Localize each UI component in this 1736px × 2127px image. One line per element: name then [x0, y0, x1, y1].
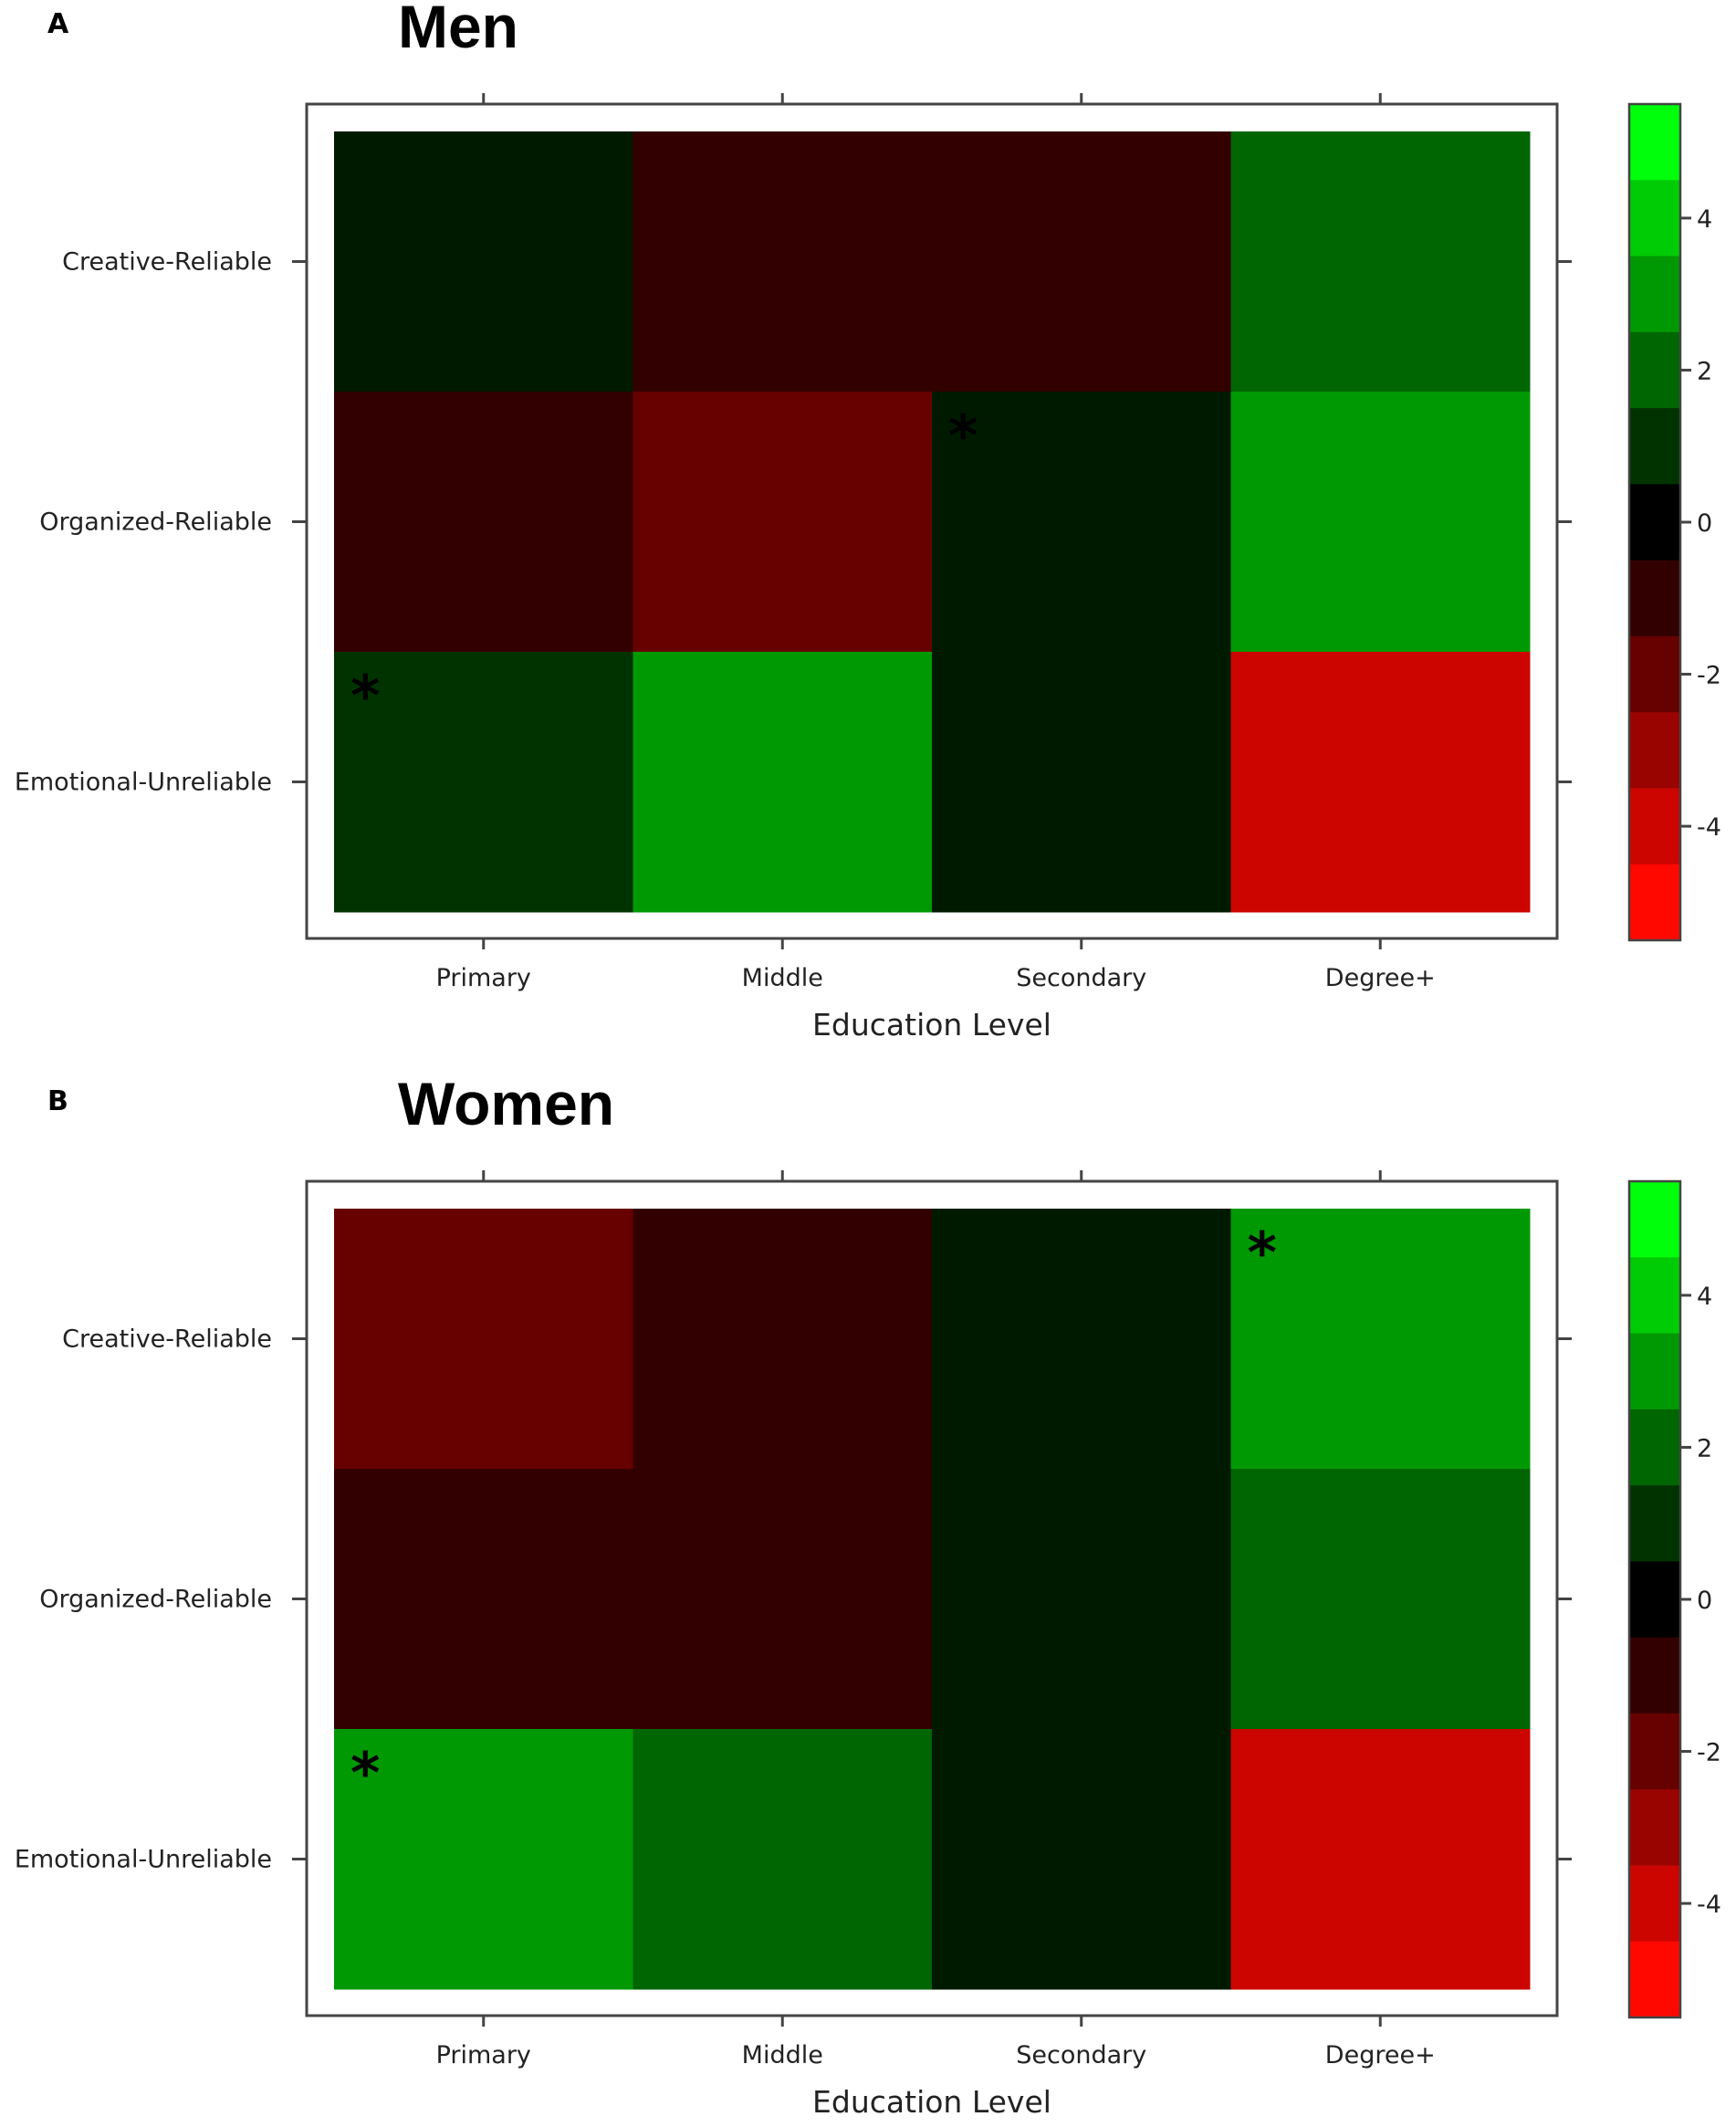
colorbar-bin	[1629, 1409, 1680, 1486]
x-tick-label: Primary	[436, 964, 531, 992]
heatmap-cell	[932, 131, 1231, 393]
x-tick-label: Secondary	[1016, 2041, 1146, 2069]
heatmap-cell	[1230, 392, 1531, 653]
heatmap-panel-b: B Women * * Primary Middle Secondary Degree+ Cre…	[15, 1070, 1721, 2120]
heatmap-cell	[932, 652, 1231, 913]
colorbar-bin	[1629, 104, 1680, 181]
y-tick-label: Creative-Reliable	[62, 1325, 272, 1354]
y-tick-label: Emotional-Unreliable	[15, 1846, 272, 1874]
colorbar-tick-label: 2	[1697, 1434, 1712, 1462]
colorbar-tick-label: -4	[1697, 1891, 1721, 1919]
colorbar-bin	[1629, 1561, 1680, 1639]
colorbar-bin	[1629, 1789, 1680, 1866]
colorbar-bin	[1629, 788, 1680, 865]
colorbar-bin	[1629, 331, 1680, 409]
x-axis-label: Education Level	[812, 2084, 1051, 2120]
colorbar-tick-label: -2	[1697, 1739, 1721, 1767]
colorbar-bin	[1629, 1713, 1680, 1790]
heatmap-cell	[1230, 1469, 1531, 1730]
colorbar-bin	[1629, 408, 1680, 485]
colorbar-bin	[1629, 1181, 1680, 1258]
heatmap-cell	[334, 652, 633, 913]
heatmap-cell	[932, 1209, 1231, 1470]
colorbar-tick-label: -4	[1697, 813, 1721, 842]
x-tick-label: Degree+	[1325, 2041, 1436, 2069]
heatmap-panel-a: A Men * * Primary Middle Secondary Degree+ Creat…	[15, 0, 1721, 1043]
colorbar-tick-label: 2	[1697, 357, 1712, 385]
colorbar-bin	[1629, 1333, 1680, 1410]
heatmap-cell	[334, 1729, 633, 1990]
heatmap-cell	[633, 131, 933, 393]
colorbar-bin	[1629, 1865, 1680, 1943]
colorbar-bin	[1629, 635, 1680, 713]
heatmap-cell	[932, 1469, 1231, 1730]
significance-marker: *	[1248, 1220, 1277, 1286]
colorbar-bin	[1629, 1257, 1680, 1335]
heatmap-cell	[633, 652, 933, 913]
colorbar-tick-label: 4	[1697, 205, 1712, 234]
x-tick-label: Degree+	[1325, 964, 1436, 992]
colorbar-tick-label: 0	[1697, 509, 1712, 538]
y-tick-label: Emotional-Unreliable	[15, 769, 272, 797]
y-tick-label: Organized-Reliable	[39, 508, 272, 537]
heatmap-cell	[1230, 1209, 1531, 1470]
colorbar-bin	[1629, 712, 1680, 789]
heatmap-cell	[633, 1469, 933, 1730]
x-tick-label: Middle	[742, 964, 823, 992]
y-tick-label: Creative-Reliable	[62, 248, 272, 277]
colorbar-tick-label: 0	[1697, 1587, 1712, 1615]
panel-title: Men	[398, 0, 518, 60]
heatmap-cell	[334, 1469, 633, 1730]
colorbar-bin	[1629, 1485, 1680, 1562]
heatmap-cell	[1230, 1729, 1531, 1990]
x-axis-label: Education Level	[812, 1007, 1051, 1043]
x-tick-label: Middle	[742, 2041, 823, 2069]
heatmap-cell	[932, 392, 1231, 653]
colorbar-tick-label: -2	[1697, 662, 1721, 690]
heatmap-cell	[932, 1729, 1231, 1990]
y-tick-label: Organized-Reliable	[39, 1586, 272, 1614]
heatmap-cell	[633, 1209, 933, 1470]
heatmap-cell	[334, 392, 633, 653]
colorbar-bin	[1629, 484, 1680, 561]
heatmap-cell	[1230, 652, 1531, 913]
colorbar-bin	[1629, 560, 1680, 637]
significance-marker: *	[948, 403, 978, 469]
significance-marker: *	[350, 1740, 380, 1807]
heatmap-cell	[1230, 131, 1531, 393]
heatmap-cell	[633, 392, 933, 653]
colorbar-bin	[1629, 1941, 1680, 2018]
heatmap-cell	[334, 1209, 633, 1470]
colorbar-tick-label: 4	[1697, 1283, 1712, 1311]
significance-marker: *	[350, 663, 380, 729]
colorbar-bin	[1629, 864, 1680, 941]
panel-title: Women	[398, 1070, 614, 1137]
panel-letter: A	[47, 8, 69, 40]
panel-letter: B	[47, 1085, 68, 1117]
colorbar-bin	[1629, 256, 1680, 333]
heatmap-cell	[633, 1729, 933, 1990]
colorbar-bin	[1629, 1637, 1680, 1714]
colorbar-bin	[1629, 180, 1680, 257]
x-tick-label: Secondary	[1016, 964, 1146, 992]
heatmap-cell	[334, 131, 633, 393]
x-tick-label: Primary	[436, 2041, 531, 2069]
